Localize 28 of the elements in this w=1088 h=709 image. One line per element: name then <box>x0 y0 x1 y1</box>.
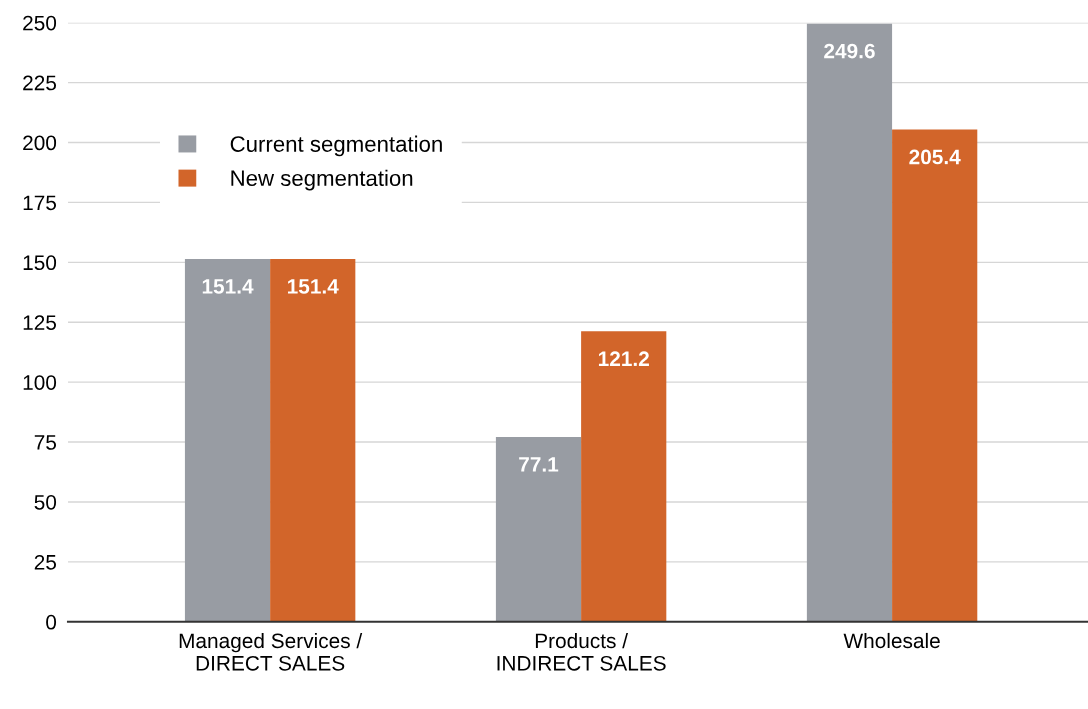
y-tick-label: 200 <box>23 135 57 151</box>
data-label: 249.6 <box>824 43 875 59</box>
data-label: 77.1 <box>519 457 559 472</box>
bar <box>270 258 356 622</box>
y-tick-label: 125 <box>23 315 57 330</box>
bar <box>581 331 667 622</box>
data-label: 121.2 <box>598 351 649 366</box>
bar <box>184 258 271 622</box>
y-tick-label: 50 <box>34 494 57 510</box>
y-tick-label: 225 <box>23 75 57 91</box>
y-tick-label: 150 <box>23 255 57 271</box>
legend-label: Current segmentation <box>230 135 442 157</box>
x-tick-label: Managed Services / DIRECT SALES <box>179 632 363 671</box>
legend-label: New segmentation <box>231 169 413 191</box>
bar <box>806 23 893 622</box>
x-tick-label: Wholesale <box>843 632 940 649</box>
y-tick-label: 250 <box>23 15 57 31</box>
y-tick-label: 75 <box>34 435 57 450</box>
y-tick-label: 100 <box>23 375 57 390</box>
data-label: 205.4 <box>909 149 961 165</box>
y-tick-label: 175 <box>23 195 57 211</box>
bar <box>892 129 978 622</box>
x-tick-label: Products / INDIRECT SALES <box>497 632 666 671</box>
y-tick-label: 25 <box>34 554 57 570</box>
bar <box>495 437 582 622</box>
y-tick-label: 0 <box>46 614 57 630</box>
data-label: 151.4 <box>287 279 339 294</box>
data-label: 151.4 <box>202 279 254 294</box>
